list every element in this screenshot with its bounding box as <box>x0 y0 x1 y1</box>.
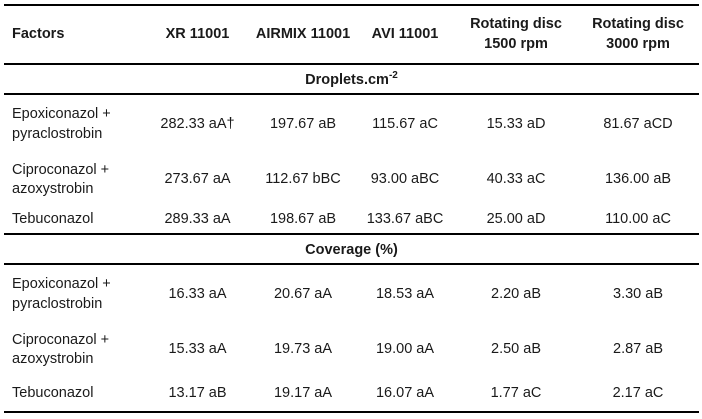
table-row-droplets-ciproconazol: Ciproconazol + azoxystrobin 273.67 aA 11… <box>4 154 699 206</box>
value-cell: 13.17 aB <box>168 384 227 401</box>
value-cell: 2.20 aB <box>491 285 541 302</box>
value-cell: 289.33 aA <box>164 210 231 227</box>
value-cell: 198.67 aB <box>269 210 337 227</box>
table-row-coverage-epoxiconazol: Epoxiconazol + pyraclostrobin 16.33 aA 2… <box>4 264 699 324</box>
section-title-text: Droplets.cm <box>305 71 389 88</box>
value-cell: 197.67 aB <box>269 115 337 132</box>
value-cell: 81.67 aCD <box>603 115 673 132</box>
value-cell: 19.00 aA <box>375 341 435 358</box>
value-cell: 110.00 aC <box>605 210 671 227</box>
column-header-xr-11001: XR 11001 <box>165 25 230 42</box>
results-table: Factors XR 11001 AIRMIX 11001 AVI 11001 … <box>4 4 699 413</box>
section-title-droplets: Droplets.cm-2 <box>4 64 699 94</box>
value-cell: 1.77 aC <box>490 384 542 401</box>
value-cell: 273.67 aA <box>164 171 231 188</box>
value-cell: 2.87 aB <box>613 341 663 358</box>
factor-label: Tebuconazol <box>12 210 94 227</box>
factor-label: Epoxiconazol + pyraclostrobin <box>12 276 111 312</box>
factor-label: Ciproconazol + azoxystrobin <box>12 331 110 367</box>
factor-label: Ciproconazol + azoxystrobin <box>12 161 110 197</box>
section-header-droplets: Droplets.cm-2 <box>4 64 699 94</box>
column-header-factors: Factors <box>12 25 65 42</box>
value-cell: 15.33 aD <box>486 115 546 132</box>
column-header-rotating-disc-3000: Rotating disc 3000 rpm <box>592 16 684 52</box>
value-cell: 93.00 aBC <box>370 171 440 188</box>
value-cell: 133.67 aBC <box>366 210 444 227</box>
value-cell: 16.07 aA <box>375 384 435 401</box>
table-row-droplets-tebuconazol: Tebuconazol 289.33 aA 198.67 aB 133.67 a… <box>4 206 699 234</box>
value-cell: 2.17 aC <box>612 384 664 401</box>
value-cell: 25.00 aD <box>486 210 546 227</box>
factor-label: Epoxiconazol + pyraclostrobin <box>12 106 111 142</box>
value-cell: 282.33 aA† <box>160 115 235 132</box>
value-cell: 19.73 aA <box>273 341 333 358</box>
value-cell: 3.30 aB <box>613 285 663 302</box>
table-row-coverage-ciproconazol: Ciproconazol + azoxystrobin 15.33 aA 19.… <box>4 324 699 376</box>
section-header-coverage: Coverage (%) <box>4 234 699 264</box>
value-cell: 15.33 aA <box>168 341 227 358</box>
value-cell: 136.00 aB <box>604 171 672 188</box>
value-cell: 20.67 aA <box>273 285 333 302</box>
section-title-superscript: -2 <box>388 69 398 81</box>
value-cell: 18.53 aA <box>375 285 435 302</box>
factor-label: Tebuconazol <box>12 384 94 401</box>
value-cell: 19.17 aA <box>273 384 333 401</box>
column-header-avi-11001: AVI 11001 <box>371 25 439 42</box>
column-header-airmix-11001: AIRMIX 11001 <box>255 25 351 42</box>
column-header-rotating-disc-1500: Rotating disc 1500 rpm <box>470 16 562 52</box>
table-row-coverage-tebuconazol: Tebuconazol 13.17 aB 19.17 aA 16.07 aA 1… <box>4 376 699 412</box>
header-row: Factors XR 11001 AIRMIX 11001 AVI 11001 … <box>4 5 699 64</box>
table-row-droplets-epoxiconazol: Epoxiconazol + pyraclostrobin 282.33 aA†… <box>4 94 699 154</box>
value-cell: 16.33 aA <box>168 285 227 302</box>
value-cell: 115.67 aC <box>372 115 438 132</box>
value-cell: 112.67 bBC <box>265 171 341 188</box>
value-cell: 40.33 aC <box>486 171 546 188</box>
value-cell: 2.50 aB <box>491 341 541 358</box>
section-title-coverage: Coverage (%) <box>4 234 699 264</box>
section-title-text: Coverage (%) <box>305 241 398 258</box>
